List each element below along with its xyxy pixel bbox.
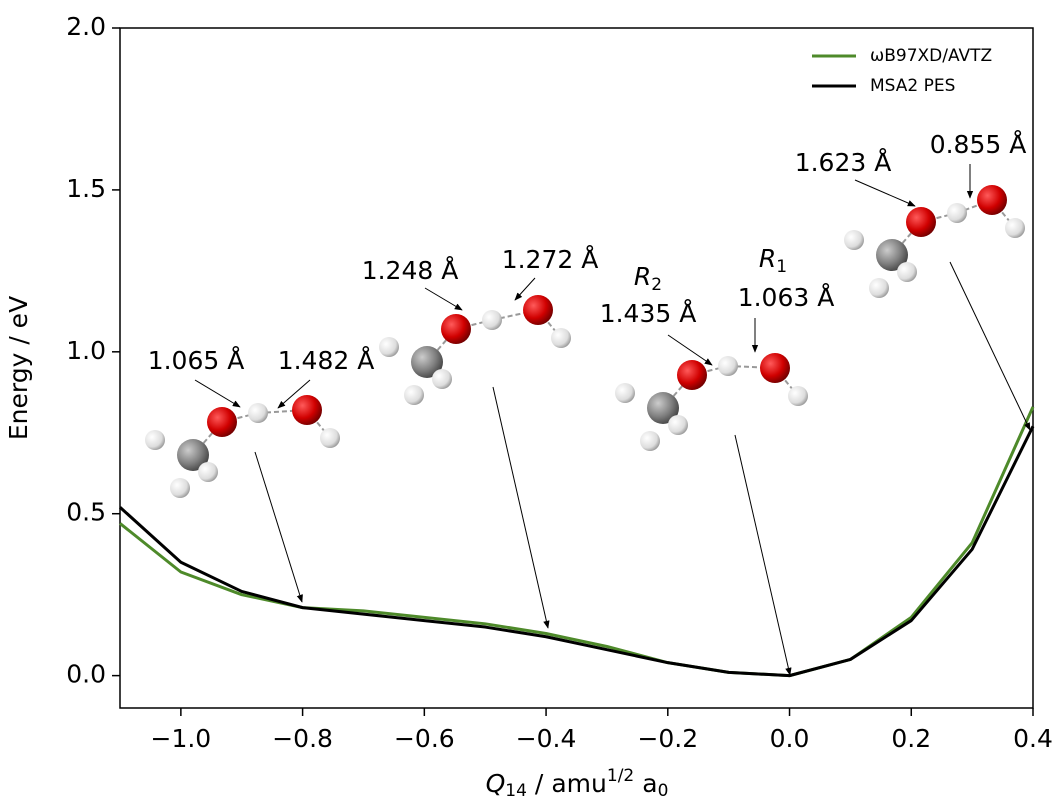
arrow xyxy=(255,452,302,602)
atom xyxy=(292,395,322,425)
atom xyxy=(432,369,452,389)
x-tick-label: 0.0 xyxy=(770,724,810,753)
y-tick-label: 0.5 xyxy=(66,498,106,527)
atom xyxy=(482,310,502,330)
atom xyxy=(379,337,399,357)
atom xyxy=(1005,218,1025,238)
atom xyxy=(207,407,237,437)
atom xyxy=(145,430,165,450)
atom xyxy=(977,185,1007,215)
x-tick-label: −1.0 xyxy=(151,724,212,753)
atom xyxy=(897,262,917,282)
arrow xyxy=(493,387,548,628)
r-subscript: 1 xyxy=(776,257,787,277)
plot: 0.0 0.5 1.0 1.5 2.0 −1.0 −0.8 −0.6 −0.4 −0.2 0.0 0.… xyxy=(66,12,1053,753)
x-label-sep: / xyxy=(535,769,544,798)
atom xyxy=(788,386,808,406)
atom xyxy=(718,356,738,376)
annotation: 1.435 Å xyxy=(600,299,697,328)
x-tick-label: 0.4 xyxy=(1013,724,1053,753)
atom xyxy=(869,278,889,298)
arrow xyxy=(950,262,1030,430)
x-tick-label: −0.2 xyxy=(637,724,698,753)
atom xyxy=(844,230,864,250)
arrow xyxy=(425,288,462,310)
x-tick-label: −0.4 xyxy=(516,724,577,753)
arrow xyxy=(855,180,915,206)
x-label-sub: 14 xyxy=(505,781,527,801)
annotation: 1.248 Å xyxy=(362,256,459,285)
atom xyxy=(320,428,340,448)
x-tick-label: −0.8 xyxy=(272,724,333,753)
atom xyxy=(551,328,571,348)
legend: ωB97XD/AVTZ MSA2 PES xyxy=(812,46,992,96)
annotation: 1.482 Å xyxy=(278,346,375,375)
atom xyxy=(640,431,660,451)
x-tick-label: 0.2 xyxy=(891,724,931,753)
r-label: R1 xyxy=(759,244,787,277)
r-symbol: R xyxy=(759,244,776,273)
atom xyxy=(615,383,635,403)
atom xyxy=(906,207,936,237)
legend-label: ωB97XD/AVTZ xyxy=(870,46,992,66)
atom xyxy=(523,295,553,325)
arrow xyxy=(735,435,790,675)
y-axis-label: Energy / eV xyxy=(4,296,33,440)
y-tick-label: 1.5 xyxy=(66,174,106,203)
atom xyxy=(947,203,967,223)
arrow xyxy=(195,380,240,407)
y-tick-label: 0.0 xyxy=(66,660,106,689)
legend-label: MSA2 PES xyxy=(870,76,955,96)
molecules xyxy=(145,185,1025,498)
atom xyxy=(441,314,471,344)
annotation: 0.855 Å xyxy=(930,130,1027,159)
atom xyxy=(668,415,688,435)
series-line xyxy=(120,426,1033,675)
x-tick-label: −0.6 xyxy=(394,724,455,753)
annotation: 1.623 Å xyxy=(795,148,892,177)
x-label-sup: 1/2 xyxy=(607,766,634,786)
y-tick-label: 1.0 xyxy=(66,336,106,365)
r-subscript: 2 xyxy=(651,275,662,295)
x-label-unit2-sub: 0 xyxy=(658,781,669,801)
annotation: 1.065 Å xyxy=(148,346,245,375)
atom xyxy=(170,478,190,498)
x-label-unit: amu xyxy=(551,769,607,798)
x-label-symbol: Q xyxy=(486,769,506,798)
chart: 0.0 0.5 1.0 1.5 2.0 −1.0 −0.8 −0.6 −0.4 −0.2 0.0 0.… xyxy=(0,0,1064,805)
r-label: R2 xyxy=(634,262,662,295)
atom xyxy=(760,353,790,383)
annotation: 1.272 Å xyxy=(502,245,599,274)
plot-frame xyxy=(120,28,1033,708)
annotation: 1.063 Å xyxy=(738,283,835,312)
series-line xyxy=(120,407,1033,676)
atom xyxy=(198,462,218,482)
atom xyxy=(677,360,707,390)
atom xyxy=(404,385,424,405)
atom xyxy=(248,403,268,423)
x-label-unit2: a xyxy=(642,769,657,798)
y-tick-label: 2.0 xyxy=(66,12,106,41)
x-axis-label: Q14 /amu1/2 a0 xyxy=(486,766,669,801)
r-symbol: R xyxy=(634,262,651,291)
